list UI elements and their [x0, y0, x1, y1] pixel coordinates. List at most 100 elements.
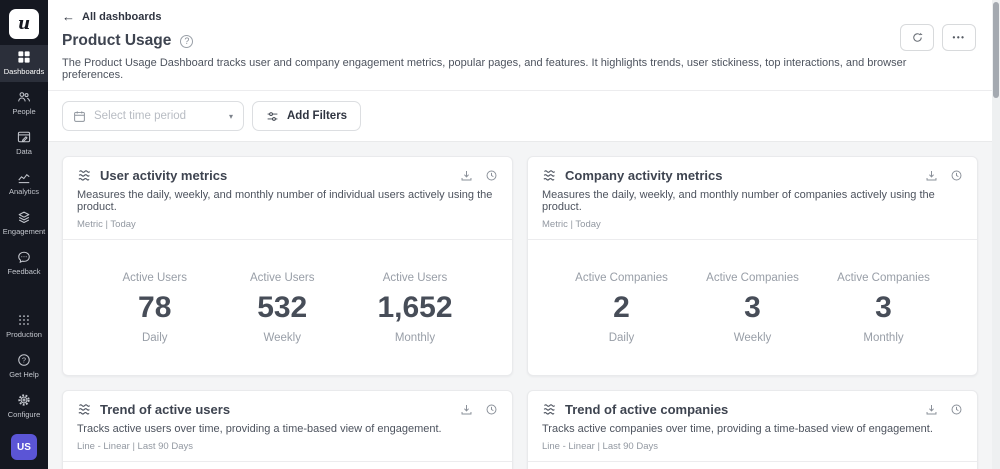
card-actions — [460, 169, 498, 182]
card-header: Company activity metrics Measures the da… — [528, 157, 977, 239]
header-actions: ••• — [900, 24, 976, 51]
avatar-initials: US — [17, 441, 31, 453]
card-header: Trend of active companies Tracks active … — [528, 391, 977, 461]
card-description: Measures the daily, weekly, and monthly … — [542, 189, 935, 213]
metrics-row: Active Companies 2 Daily Active Companie… — [528, 240, 977, 375]
metric-label: Active Users — [382, 271, 448, 284]
card-meta: Line - Linear | Last 90 Days — [77, 441, 194, 452]
metric-label: Active Companies — [837, 271, 930, 284]
sidebar-item-get-help[interactable]: ? Get Help — [0, 348, 48, 385]
metric-daily: Active Companies 2 Daily — [575, 272, 668, 344]
download-icon[interactable] — [925, 169, 938, 182]
data-window-icon — [17, 131, 31, 143]
refresh-icon — [912, 32, 923, 42]
sidebar-item-label: People — [12, 107, 36, 116]
metric-period: Daily — [141, 331, 168, 344]
dashboards-grid-icon — [18, 51, 30, 63]
metric-value: 3 — [875, 290, 892, 324]
metric-value: 1,652 — [377, 290, 453, 324]
sidebar-item-engagement[interactable]: Engagement — [0, 205, 48, 242]
clock-icon[interactable] — [485, 403, 498, 416]
card-divider — [63, 461, 512, 462]
card-meta: Metric | Today — [542, 219, 601, 230]
card-company-activity-metrics: Company activity metrics Measures the da… — [527, 156, 978, 376]
production-dots-icon — [19, 315, 29, 325]
sidebar-item-configure[interactable]: Configure — [0, 388, 48, 425]
metric-value: 3 — [744, 290, 761, 324]
metric-daily: Active Users 78 Daily — [122, 272, 187, 344]
scrollbar[interactable] — [992, 0, 1000, 469]
card-description: Tracks active companies over time, provi… — [542, 423, 933, 435]
card-trend-active-users: Trend of active users Tracks active user… — [62, 390, 513, 469]
card-divider — [528, 461, 977, 462]
header-divider — [48, 90, 1000, 91]
chevron-down-icon: ▾ — [228, 111, 233, 121]
metric-period: Monthly — [863, 331, 904, 344]
add-filters-button[interactable]: Add Filters — [252, 101, 362, 131]
metric-label: Active Companies — [706, 271, 799, 284]
sidebar-item-label: Get Help — [9, 370, 39, 379]
calendar-icon — [74, 110, 85, 122]
card-meta: Metric | Today — [77, 219, 136, 230]
download-icon[interactable] — [460, 169, 473, 182]
title-row: Product Usage ? — [62, 32, 930, 50]
sidebar-item-analytics[interactable]: Analytics — [0, 165, 48, 202]
page-description: The Product Usage Dashboard tracks user … — [62, 57, 907, 81]
card-title: User activity metrics — [100, 168, 228, 183]
sidebar-item-dashboards[interactable]: Dashboards — [0, 45, 48, 82]
download-icon[interactable] — [460, 403, 473, 416]
sidebar-item-label: Analytics — [8, 187, 39, 196]
sidebar: u Dashboards People Data An — [0, 0, 48, 469]
clock-icon[interactable] — [950, 169, 963, 182]
sidebar-item-label: Feedback — [7, 267, 41, 276]
card-description: Tracks active users over time, providing… — [77, 423, 442, 435]
back-to-dashboards-link[interactable]: ← All dashboards — [62, 10, 161, 23]
metric-waves-icon — [543, 170, 556, 181]
sidebar-item-data[interactable]: Data — [0, 125, 48, 162]
card-trend-active-companies: Trend of active companies Tracks active … — [527, 390, 978, 469]
card-header: User activity metrics Measures the daily… — [63, 157, 512, 239]
layers-icon — [18, 211, 30, 224]
download-icon[interactable] — [925, 403, 938, 416]
sidebar-item-label: Configure — [7, 410, 41, 419]
page-title: Product Usage — [62, 32, 172, 49]
back-link-label: All dashboards — [82, 10, 162, 23]
scrollbar-thumb[interactable] — [993, 2, 999, 98]
metric-period: Weekly — [733, 331, 772, 344]
metric-value: 532 — [257, 290, 308, 324]
help-circle-icon: ? — [18, 354, 30, 366]
feedback-bubble-icon — [18, 251, 30, 264]
sidebar-nav: Dashboards People Data Analytics En — [0, 45, 48, 285]
metric-weekly: Active Users 532 Weekly — [250, 272, 315, 344]
title-help-icon[interactable]: ? — [180, 34, 194, 48]
clock-icon[interactable] — [950, 403, 963, 416]
svg-text:?: ? — [22, 355, 26, 364]
refresh-button[interactable] — [900, 24, 934, 51]
ellipsis-icon: ••• — [952, 33, 966, 42]
card-actions — [925, 169, 963, 182]
more-options-button[interactable]: ••• — [942, 24, 976, 51]
people-icon — [18, 92, 31, 102]
dashboard-grid: User activity metrics Measures the daily… — [48, 142, 1000, 469]
add-filters-label: Add Filters — [287, 110, 348, 122]
gear-icon — [18, 394, 30, 406]
card-header: Trend of active users Tracks active user… — [63, 391, 512, 461]
app-logo[interactable]: u — [9, 9, 39, 39]
card-description: Measures the daily, weekly, and monthly … — [77, 189, 493, 213]
trend-chart-area: Daily Weekly Monthly 1800 — [63, 462, 512, 469]
metric-monthly: Active Users 1,652 Monthly — [377, 272, 452, 344]
logo-letter: u — [17, 14, 31, 34]
time-period-select[interactable]: Select time period ▾ — [62, 101, 244, 131]
user-avatar[interactable]: US — [11, 434, 37, 460]
filter-sliders-icon — [267, 111, 278, 121]
metric-waves-icon — [78, 404, 91, 415]
card-user-activity-metrics: User activity metrics Measures the daily… — [62, 156, 513, 376]
card-divider — [528, 239, 977, 240]
sidebar-item-people[interactable]: People — [0, 85, 48, 122]
clock-icon[interactable] — [485, 169, 498, 182]
sidebar-footer-nav: Production ? Get Help Configure — [0, 308, 48, 428]
sidebar-item-feedback[interactable]: Feedback — [0, 245, 48, 282]
sidebar-item-production[interactable]: Production — [0, 308, 48, 345]
main-area: ← All dashboards Product Usage ? The Pro… — [48, 0, 1000, 469]
metrics-row: Active Users 78 Daily Active Users 532 W… — [63, 240, 512, 375]
